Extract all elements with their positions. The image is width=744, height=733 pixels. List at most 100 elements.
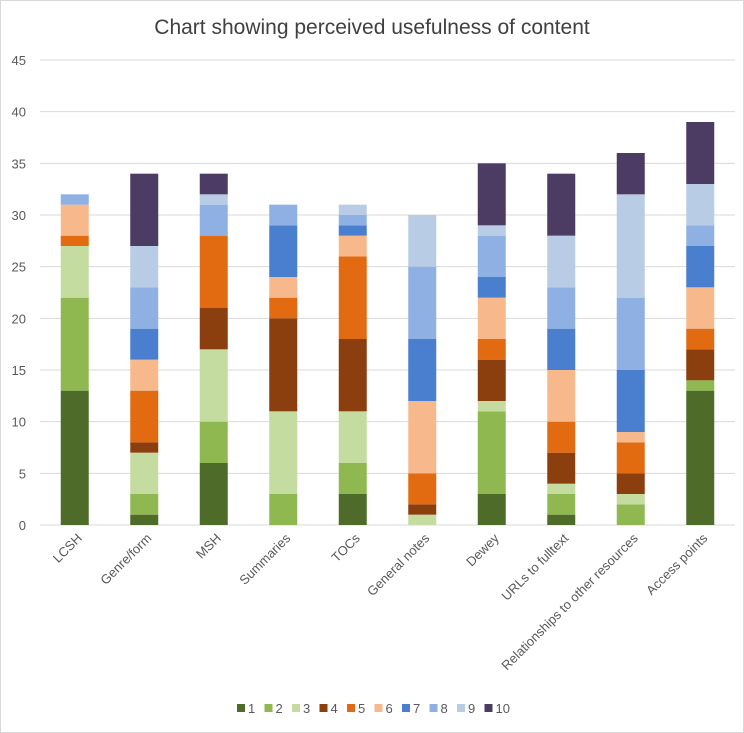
bar-segment (408, 266, 437, 339)
bar-segment (477, 225, 506, 236)
bar-segment (686, 225, 715, 246)
bar-segment (60, 390, 89, 525)
legend-swatch (457, 704, 465, 712)
bar-segment (338, 235, 367, 257)
bar-segment (408, 504, 437, 515)
legend-swatch (347, 704, 355, 712)
y-tick-label: 15 (12, 363, 26, 378)
y-tick-label: 20 (12, 311, 26, 326)
bar-segment (199, 194, 228, 205)
bar-segment (477, 235, 506, 277)
bar-segment (547, 483, 576, 494)
bar-segment (408, 401, 437, 474)
bar-segment (547, 370, 576, 422)
legend-label: 5 (358, 701, 365, 716)
bar-segment (477, 494, 506, 525)
bar-segment (616, 194, 645, 298)
bar-segment (269, 297, 298, 319)
y-tick-label: 30 (12, 208, 26, 223)
bar-segment (269, 494, 298, 525)
bar-segment (686, 390, 715, 525)
y-tick-label: 0 (19, 518, 26, 533)
legend-label: 7 (413, 701, 420, 716)
bar-segment (199, 173, 228, 195)
y-tick-label: 45 (12, 53, 26, 68)
bar-segment (130, 390, 159, 443)
bar-segment (408, 514, 437, 525)
bar-segment (269, 225, 298, 277)
bar-segment (408, 473, 437, 505)
bar-segment (477, 297, 506, 339)
bar-segment (686, 184, 715, 226)
bar-segment (199, 463, 228, 525)
bar-segment (547, 287, 576, 329)
legend-swatch (292, 704, 300, 712)
bar-segment (408, 339, 437, 401)
bar-segment (60, 297, 89, 391)
x-tick-label: Dewey (463, 530, 502, 569)
bar-segment (60, 204, 89, 236)
bar-segment (616, 432, 645, 443)
bar-segment (547, 421, 576, 453)
bar-segment (477, 411, 506, 494)
bar-segment (338, 204, 367, 215)
bar-segment (269, 204, 298, 226)
bar-segment (616, 153, 645, 195)
bar-segment (338, 339, 367, 412)
bar-segment (130, 442, 159, 453)
x-tick-label: Summaries (236, 530, 293, 587)
y-tick-label: 40 (12, 105, 26, 120)
bar-segment (686, 380, 715, 391)
bar-segment (547, 173, 576, 236)
bar-segment (130, 173, 159, 246)
x-tick-label: URLs to fulltext (498, 530, 571, 603)
bar-segment (408, 215, 437, 267)
legend-label: 2 (276, 701, 283, 716)
bar-segment (199, 349, 228, 422)
bar-segment (338, 256, 367, 339)
bar-segment (269, 411, 298, 494)
legend-swatch (264, 704, 273, 712)
x-tick-label: MSH (193, 531, 224, 562)
bar-segment (199, 204, 228, 236)
legend-label: 6 (386, 701, 393, 716)
bar-segment (477, 359, 506, 401)
bar-segment (477, 339, 506, 360)
bar-segment (338, 463, 367, 494)
bar-segment (686, 349, 715, 381)
legend-swatch (237, 704, 245, 712)
bar-segment (616, 494, 645, 505)
bar-segment (616, 473, 645, 494)
chart-title: Chart showing perceived usefulness of co… (154, 16, 590, 39)
bar-segment (199, 421, 228, 463)
bar-segment (60, 246, 89, 298)
bar-segment (338, 411, 367, 463)
bar-segment (547, 514, 576, 525)
bar-segment (130, 494, 159, 515)
legend-swatch (319, 704, 328, 712)
bar-segment (130, 328, 159, 360)
bar-segment (199, 308, 228, 350)
bar-segment (547, 235, 576, 288)
x-tick-label: TOCs (328, 530, 363, 565)
bar-segment (616, 442, 645, 474)
bar-segment (477, 401, 506, 412)
legend-label: 10 (496, 701, 510, 716)
legend-label: 9 (468, 701, 475, 716)
bar-segment (686, 328, 715, 350)
legend-swatch (484, 704, 493, 712)
bar-segment (269, 318, 298, 412)
bar-segment (477, 163, 506, 226)
bar-segment (338, 494, 367, 525)
bar-segment (686, 287, 715, 329)
legend-label: 8 (441, 701, 448, 716)
bar-segment (547, 328, 576, 370)
y-tick-label: 25 (12, 260, 26, 275)
bar-segment (130, 287, 159, 329)
bars (60, 122, 715, 525)
bar-segment (686, 122, 715, 184)
y-tick-label: 35 (12, 156, 26, 171)
bar-segment (60, 194, 89, 205)
bar-segment (686, 246, 715, 288)
bar-segment (547, 494, 576, 515)
